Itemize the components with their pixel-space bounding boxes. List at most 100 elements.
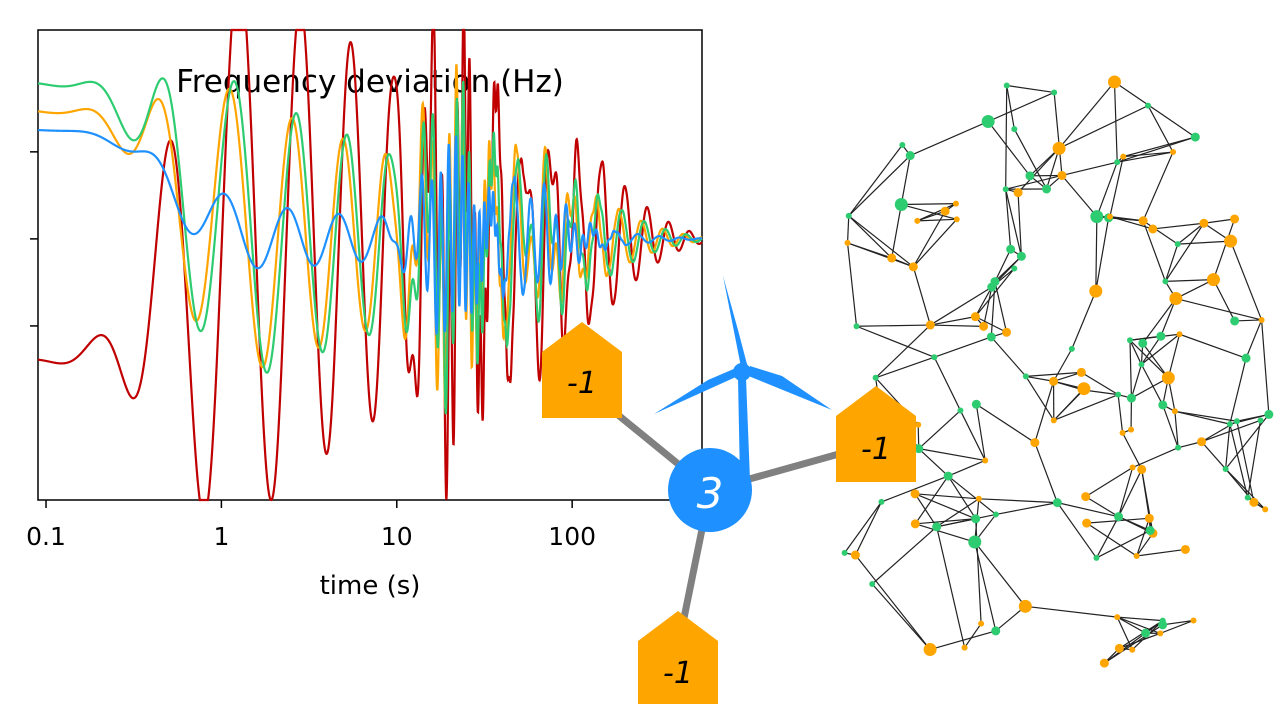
network-edge: [1136, 518, 1150, 557]
network-edge: [1131, 377, 1169, 399]
network-node: [841, 549, 848, 556]
network-node: [1145, 102, 1152, 109]
network-edge: [1117, 394, 1124, 433]
x-tick-label: 1: [213, 522, 229, 551]
network-edge: [1174, 410, 1231, 425]
network-edge: [1177, 240, 1231, 245]
network-node: [844, 239, 851, 246]
network-node: [1114, 512, 1124, 522]
network-edge: [1129, 339, 1142, 365]
network-edge: [1095, 216, 1098, 292]
network-node: [1050, 417, 1057, 424]
network-edge: [875, 356, 935, 379]
network-edge: [1061, 175, 1098, 218]
hub-label: 3: [697, 469, 724, 518]
network-node: [986, 332, 996, 342]
x-tick-label: 10: [381, 522, 413, 551]
network-node: [910, 519, 920, 529]
network-node: [1161, 371, 1175, 385]
network-node: [931, 354, 938, 361]
network-edge: [947, 475, 997, 515]
network-edge: [975, 316, 1007, 333]
house-shape: [638, 611, 718, 704]
network-edge: [936, 526, 966, 648]
network-node: [1170, 149, 1177, 156]
network-node: [1016, 251, 1026, 261]
turbine-hub: [733, 363, 751, 381]
network-node: [1138, 338, 1148, 348]
network-edge: [964, 623, 982, 648]
network-node: [905, 151, 915, 161]
network-edge: [1132, 447, 1179, 469]
network-edge: [1053, 388, 1085, 421]
network-node: [1258, 316, 1265, 323]
network-node: [1141, 628, 1151, 638]
network-node: [914, 444, 924, 454]
network-node: [1011, 265, 1018, 272]
network-edge: [1174, 411, 1179, 448]
network-node: [1090, 210, 1104, 224]
network-node: [1171, 408, 1178, 415]
network-node: [908, 262, 918, 272]
house-bottom: -1: [638, 611, 718, 704]
network-node: [1206, 273, 1220, 287]
network-edge: [1025, 371, 1082, 378]
network-edge: [1164, 222, 1205, 282]
network-node: [1030, 438, 1040, 448]
network-nodes: [841, 75, 1274, 668]
network-node: [1262, 506, 1269, 513]
network-edges: [844, 81, 1270, 664]
network-edge: [1005, 189, 1012, 250]
network-node: [970, 312, 980, 322]
network-edge: [1017, 147, 1060, 194]
network-edge: [1140, 335, 1162, 365]
network-edge: [1129, 340, 1133, 399]
network-edge: [1129, 339, 1169, 379]
network-node: [1120, 153, 1127, 160]
network-edge: [1142, 298, 1177, 344]
network-node: [1264, 409, 1274, 419]
network-node: [1106, 213, 1113, 220]
network-edge: [930, 324, 984, 327]
network-edge: [1096, 161, 1118, 217]
network-node: [971, 514, 981, 524]
network-edge: [1167, 334, 1181, 378]
network-node: [1190, 617, 1197, 624]
network-edge: [1006, 85, 1015, 130]
network-node: [1190, 132, 1200, 142]
network-edge: [914, 493, 976, 520]
network-edge: [1118, 516, 1151, 532]
network-edge: [1203, 218, 1235, 224]
network-edge: [975, 404, 986, 461]
network-node: [1011, 126, 1018, 133]
network-node: [1199, 218, 1209, 228]
network-edge: [1117, 467, 1134, 517]
network-edge: [1164, 243, 1179, 282]
network-edge: [974, 541, 997, 632]
network-edge: [917, 218, 957, 222]
network-edge: [1142, 151, 1174, 222]
network-edge: [1175, 297, 1262, 321]
network-node: [1138, 361, 1145, 368]
network-edge: [1130, 364, 1143, 399]
network-edge: [1201, 441, 1227, 470]
network-edge: [848, 155, 911, 217]
network-edge: [1141, 333, 1180, 365]
network-edge: [848, 144, 903, 217]
network-node: [940, 206, 950, 216]
network-node: [1115, 391, 1122, 398]
series-line: [37, 128, 703, 336]
network-edge: [982, 286, 993, 327]
network-edge: [854, 554, 931, 650]
network-node: [1114, 159, 1121, 166]
network-edge: [914, 475, 949, 525]
network-node: [979, 321, 989, 331]
y-axis-ticks: [30, 151, 38, 327]
network-edge: [1006, 84, 1055, 94]
network-edge: [974, 541, 1026, 607]
network-edge: [1085, 466, 1133, 498]
network-node: [1180, 544, 1190, 554]
network-node: [952, 200, 959, 207]
network-node: [1158, 400, 1168, 410]
